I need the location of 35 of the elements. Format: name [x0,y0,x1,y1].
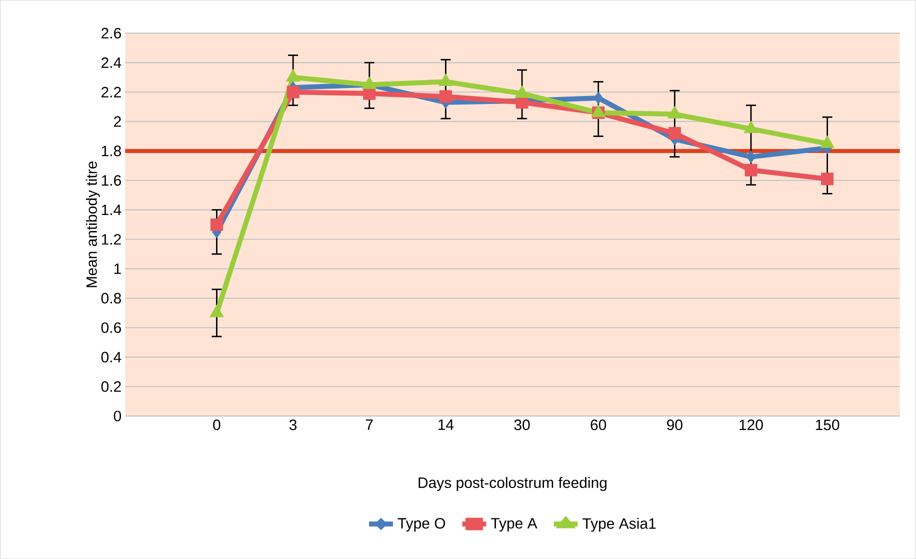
point [668,126,681,140]
y-tick-label: 1.2 [102,234,121,244]
x-tick-label: 14 [438,419,454,430]
y-tick-label: 1.8 [102,146,121,156]
point [594,92,604,104]
y-tick-label: 1.6 [102,175,121,186]
point [821,172,834,186]
x-tick-label: 60 [590,419,606,430]
x-tick-label: 7 [366,419,373,430]
x-tick-label: 3 [289,419,297,430]
legend-label: Type Asia1 [582,518,656,532]
x-tick-label: 30 [514,419,530,430]
y-tick-label: 2.4 [102,57,122,68]
point [286,86,300,98]
legend-label: Type A [490,518,538,532]
y-tick-label: 1.4 [102,204,122,215]
y-tick-label: 0.4 [101,352,122,362]
y-tick-label: 2.2 [102,86,121,98]
x-tick-label: 120 [740,419,763,430]
point [210,218,223,231]
y-tick-label: 1 [114,264,121,274]
point [744,164,758,176]
legend-label: Type O [398,518,446,532]
point [439,90,452,103]
x-tick-label: 0 [213,419,220,430]
y-tick-label: 0.2 [101,381,121,392]
y-tick-label: 0 [114,410,122,422]
y-tick-label: 2.6 [102,28,121,38]
x-tick-label: 150 [816,419,840,430]
y-axis-title: Mean antibody titre [86,161,100,288]
y-tick-label: 0.6 [101,322,121,333]
x-tick-label: 90 [667,419,682,430]
x-axis-title: Days post-colostrum feeding [418,476,606,491]
y-tick-label: 2 [114,116,121,127]
y-tick-label: 0.8 [101,292,121,304]
